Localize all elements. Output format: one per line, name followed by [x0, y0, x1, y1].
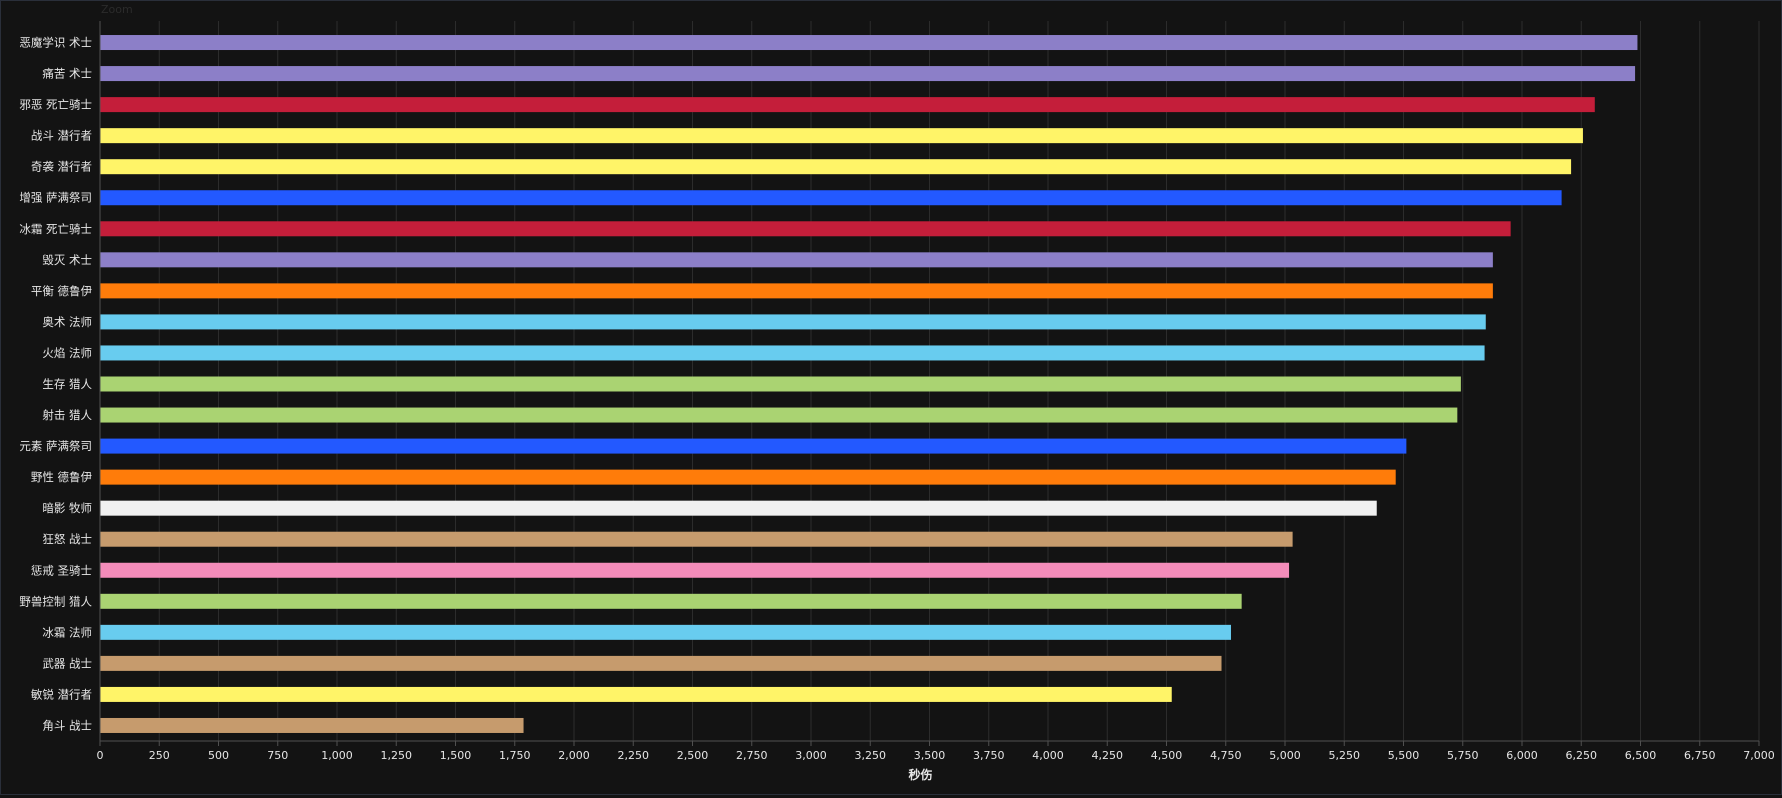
x-tick-label: 6,500 [1625, 749, 1657, 762]
bar-layer [100, 35, 1638, 733]
y-category-label: 平衡 德鲁伊 [31, 284, 93, 298]
y-category-label: 冰霜 法师 [42, 625, 92, 639]
bar[interactable] [100, 376, 1461, 392]
bar[interactable] [100, 159, 1572, 175]
bar[interactable] [100, 624, 1231, 640]
x-tick-label: 1,750 [499, 749, 531, 762]
x-tick-label: 3,500 [914, 749, 946, 762]
x-tick-label: 5,500 [1388, 749, 1420, 762]
y-category-label: 敏锐 潜行者 [31, 687, 92, 701]
x-tick-label: 4,500 [1151, 749, 1183, 762]
bar[interactable] [100, 221, 1511, 237]
x-tick-label: 4,750 [1210, 749, 1242, 762]
x-tick-label: 5,000 [1269, 749, 1301, 762]
y-category-label: 狂怒 战士 [42, 532, 92, 546]
x-tick-label: 750 [267, 749, 288, 762]
bar[interactable] [100, 66, 1636, 82]
y-category-label: 火焰 法师 [42, 346, 92, 360]
y-category-label: 元素 萨满祭司 [19, 439, 92, 453]
bar[interactable] [100, 562, 1290, 578]
y-category-label: 惩戒 圣骑士 [31, 563, 92, 577]
bar[interactable] [100, 593, 1242, 609]
y-category-label: 增强 萨满祭司 [19, 191, 92, 205]
x-tick-label: 6,750 [1684, 749, 1716, 762]
bar[interactable] [100, 283, 1493, 299]
y-category-label: 冰霜 死亡骑士 [19, 222, 92, 236]
x-tick-label: 5,750 [1447, 749, 1479, 762]
x-tick-label: 3,000 [795, 749, 827, 762]
x-tick-label: 6,250 [1566, 749, 1598, 762]
y-category-label: 野性 德鲁伊 [31, 470, 93, 484]
y-category-label: 奥术 法师 [42, 315, 92, 329]
axis-layer: 0 250 500 750 1,000 1,250 1,500 1,750 2,000 2,250… [97, 21, 1775, 762]
y-category-label: 射击 猎人 [42, 408, 92, 422]
bar[interactable] [100, 531, 1293, 547]
zoom-label[interactable]: Zoom [101, 3, 133, 16]
x-axis-title: 秒伤 [908, 767, 932, 782]
x-tick-label: 2,500 [677, 749, 709, 762]
x-tick-label: 2,750 [736, 749, 768, 762]
bar[interactable] [100, 438, 1407, 454]
bar[interactable] [100, 252, 1493, 268]
y-category-label: 恶魔学识 术士 [19, 36, 92, 50]
x-tick-label: 1,500 [440, 749, 472, 762]
x-tick-label: 2,000 [558, 749, 590, 762]
x-tick-label: 2,250 [618, 749, 650, 762]
x-tick-label: 500 [208, 749, 229, 762]
y-category-label: 生存 猎人 [42, 377, 92, 391]
bar[interactable] [100, 97, 1595, 113]
y-category-label: 角斗 战士 [42, 718, 92, 732]
y-category-label: 武器 战士 [42, 656, 92, 670]
x-tick-label: 250 [149, 749, 170, 762]
bar[interactable] [100, 500, 1377, 516]
x-tick-label: 0 [97, 749, 104, 762]
x-tick-label: 1,000 [321, 749, 353, 762]
y-category-label: 奇袭 潜行者 [31, 160, 92, 174]
bar[interactable] [100, 655, 1222, 671]
bar[interactable] [100, 717, 524, 733]
bar[interactable] [100, 686, 1172, 702]
bar[interactable] [100, 407, 1458, 423]
y-category-label: 毁灭 术士 [42, 253, 92, 267]
y-category-label: 邪恶 死亡骑士 [19, 98, 92, 112]
bar[interactable] [100, 314, 1486, 330]
x-tick-label: 6,000 [1506, 749, 1538, 762]
y-category-label: 野兽控制 猎人 [19, 594, 92, 608]
y-category-label: 战斗 潜行者 [31, 129, 92, 143]
bar[interactable] [100, 35, 1638, 51]
bar[interactable] [100, 345, 1485, 361]
x-tick-label: 4,250 [1092, 749, 1124, 762]
y-category-label: 痛苦 术士 [42, 67, 92, 81]
bar[interactable] [100, 469, 1396, 485]
bar[interactable] [100, 190, 1562, 206]
bar[interactable] [100, 128, 1583, 144]
x-tick-label: 4,000 [1032, 749, 1064, 762]
x-tick-label: 5,250 [1329, 749, 1361, 762]
x-tick-label: 7,000 [1743, 749, 1775, 762]
x-tick-label: 1,250 [381, 749, 413, 762]
y-category-label: 暗影 牧师 [42, 501, 92, 515]
x-tick-label: 3,250 [855, 749, 887, 762]
x-tick-label: 3,750 [973, 749, 1005, 762]
